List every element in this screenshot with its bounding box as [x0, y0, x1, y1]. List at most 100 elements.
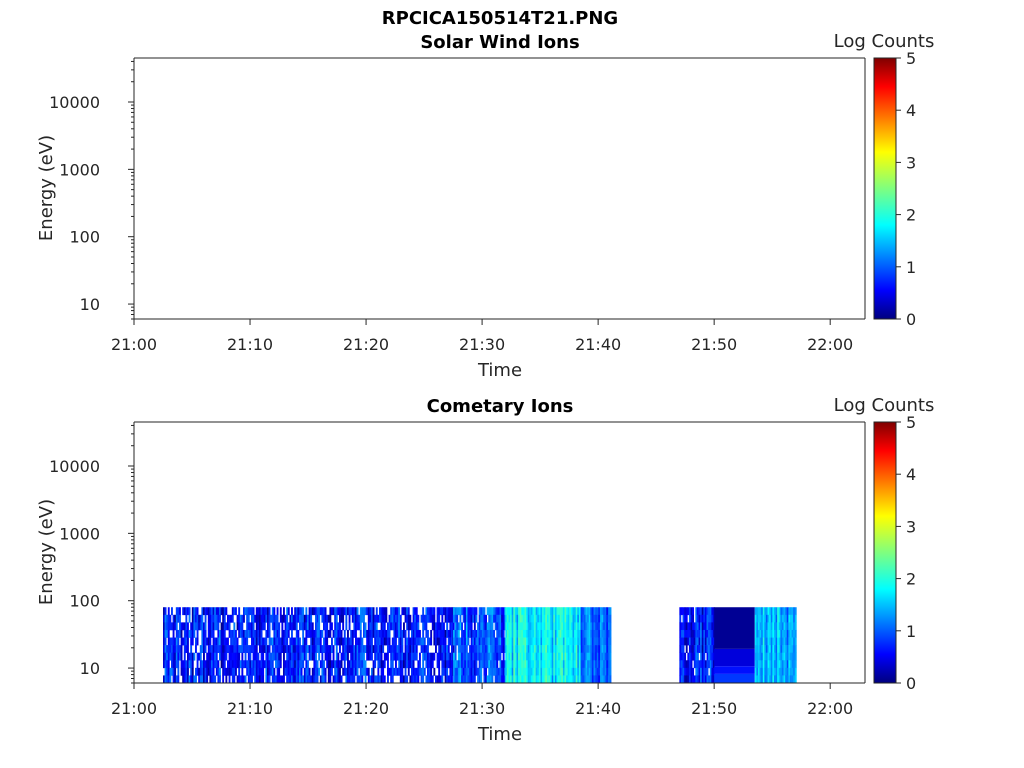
spectrogram-cell [570, 667, 573, 676]
spectrogram-cell [238, 660, 241, 669]
spectrogram-cell [692, 622, 695, 631]
spectrogram-cell [499, 667, 502, 676]
spectrogram-cell [791, 622, 794, 631]
spectrogram-cell [391, 675, 394, 684]
spectrogram-cell [453, 614, 455, 623]
spectrogram-cell [251, 607, 253, 616]
spectrogram-cell [759, 645, 762, 653]
spectrogram-cell [316, 614, 319, 623]
spectrogram-cell [556, 675, 559, 684]
spectrogram-cell [464, 675, 467, 684]
spectrogram-cell [469, 629, 471, 638]
spectrogram-cell [585, 667, 588, 676]
spectrogram-cell [449, 637, 452, 646]
spectrogram-cell [499, 629, 502, 638]
spectrogram-cell [472, 667, 475, 676]
spectrogram-cell [712, 652, 715, 661]
spectrogram-cell [456, 660, 459, 669]
spectrogram-cell [456, 667, 459, 676]
spectrogram-cell [447, 660, 450, 669]
spectrogram-cell [506, 622, 509, 631]
spectrogram-cell [682, 660, 685, 669]
spectrogram-cell [436, 675, 439, 684]
spectrogram-cell [703, 637, 706, 646]
spectrogram-cell [532, 629, 535, 638]
spectrogram-cell [355, 667, 357, 676]
spectrogram-cell [534, 675, 537, 684]
spectrogram-cell [511, 607, 514, 616]
spectrogram-cell [430, 629, 433, 638]
spectrogram-cell [289, 652, 292, 661]
spectrogram-cell [188, 614, 191, 623]
spectrogram-cell [316, 622, 319, 631]
spectrogram-cell [473, 660, 476, 669]
spectrogram-cell [268, 675, 271, 684]
spectrogram-cell [399, 629, 402, 638]
spectrogram-cell [318, 652, 321, 661]
spectrogram-cell [276, 607, 279, 616]
spectrogram-cell [299, 645, 301, 653]
spectrogram-cell [236, 622, 239, 631]
colorbar-tick-label: 0 [906, 674, 916, 693]
spectrogram-cell [478, 645, 481, 653]
spectrogram-cell [339, 667, 341, 676]
spectrogram-cell [530, 637, 533, 646]
spectrogram-cell [609, 660, 612, 669]
spectrogram-cell [278, 660, 281, 669]
spectrogram-cell [529, 629, 532, 638]
spectrogram-cell [516, 622, 519, 631]
spectrogram-cell [767, 652, 770, 661]
spectrogram-band [714, 666, 755, 674]
spectrogram-cell [190, 660, 193, 669]
spectrogram-cell [191, 667, 194, 676]
spectrogram-cell [356, 675, 359, 684]
spectrogram-cell [201, 667, 204, 676]
spectrogram-cell [201, 607, 204, 616]
spectrogram-cell [491, 629, 494, 638]
spectrogram-cell [190, 675, 193, 684]
spectrogram-cell [305, 645, 308, 653]
spectrogram-cell [770, 667, 773, 676]
spectrogram-cell [203, 652, 205, 661]
spectrogram-cell [680, 660, 683, 669]
spectrogram-cell [483, 667, 486, 676]
spectrogram-cell [756, 645, 759, 653]
spectrogram-cell [351, 607, 354, 616]
spectrogram-cell [228, 652, 231, 661]
spectrogram-cell [350, 645, 353, 653]
spectrogram-cell [403, 607, 405, 616]
spectrogram-cell [372, 660, 375, 669]
spectrogram-cell [439, 652, 442, 661]
spectrogram-cell [505, 614, 508, 623]
spectrogram-cell [698, 667, 701, 676]
spectrogram-cell [355, 660, 357, 669]
spectrogram-cell [770, 660, 773, 669]
spectrogram-cell [767, 614, 770, 623]
spectrogram-cell [700, 652, 703, 661]
spectrogram-cell [767, 607, 770, 616]
spectrogram-cell [575, 645, 578, 653]
spectrogram-cell [211, 622, 213, 631]
spectrogram-cell [793, 629, 796, 638]
spectrogram-cell [190, 652, 193, 661]
spectrogram-cell [190, 629, 193, 638]
spectrogram-cell [294, 667, 297, 676]
spectrogram-cell [708, 652, 711, 661]
spectrogram-cell [687, 652, 690, 661]
spectrogram-cell [781, 614, 784, 623]
spectrogram-cell [786, 607, 789, 616]
spectrogram-cell [769, 652, 772, 661]
spectrogram-cell [582, 652, 585, 661]
spectrogram-cell [553, 637, 556, 646]
spectrogram-cell [701, 667, 704, 676]
spectrogram-cell [435, 637, 437, 646]
spectrogram-cell [436, 660, 439, 669]
spectrogram-cell [578, 645, 581, 653]
spectrogram-cell [546, 614, 549, 623]
spectrogram-cell [380, 667, 383, 676]
spectrogram-cell [246, 629, 249, 638]
spectrogram-cell [241, 622, 244, 631]
spectrogram-cell [698, 622, 701, 631]
spectrogram-cell [215, 607, 218, 616]
spectrogram-cell [698, 645, 701, 653]
